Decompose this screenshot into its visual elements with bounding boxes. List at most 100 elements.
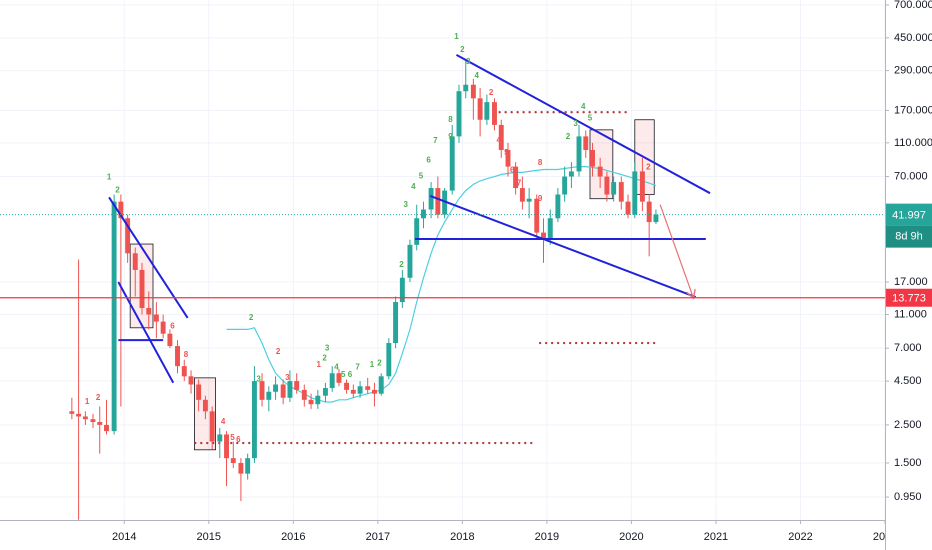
candle-body <box>344 382 350 390</box>
candle-body <box>547 218 553 240</box>
td-count: 3 <box>404 200 409 209</box>
candle-body <box>498 124 504 150</box>
td-count: 2 <box>377 359 382 368</box>
candle-body <box>442 190 448 215</box>
td-count: 4 <box>496 135 501 144</box>
y-tick-label: 170.000 <box>894 104 932 116</box>
candle-body <box>322 388 328 396</box>
td-count: 8 <box>184 350 189 359</box>
candle-body <box>449 136 455 191</box>
candle-body <box>266 391 272 400</box>
y-tick-label: 7.000 <box>894 342 922 354</box>
horizontal-line-label: 13.773 <box>892 293 926 305</box>
y-tick-label: 17.000 <box>894 276 928 288</box>
candle-body <box>618 182 624 202</box>
candle-body <box>280 384 286 398</box>
x-tick-label: 2018 <box>450 531 474 543</box>
candle-body <box>428 188 434 210</box>
td-count: 3 <box>256 375 261 384</box>
candle-body <box>653 214 659 223</box>
y-tick-label: 4.500 <box>894 375 922 387</box>
x-tick-label: 2021 <box>704 531 728 543</box>
td-count: 5 <box>230 433 235 442</box>
candle-body <box>414 218 420 245</box>
x-tick-label: 2014 <box>112 531 136 543</box>
candle-body <box>336 373 342 383</box>
td-count: 2 <box>96 393 101 402</box>
y-tick-label: 70.000 <box>894 170 928 182</box>
td-count: 5 <box>588 113 593 122</box>
candle-body <box>111 201 117 432</box>
td-count: 1 <box>454 32 459 41</box>
candle-body <box>378 376 384 394</box>
candle-body <box>209 411 215 442</box>
td-count: 6 <box>170 321 175 330</box>
candle-body <box>132 253 138 270</box>
td-count: 2 <box>276 347 281 356</box>
trend-line <box>455 54 711 195</box>
td-count: 3 <box>573 119 578 128</box>
candle-body <box>329 373 335 389</box>
td-count: 1 <box>370 360 375 369</box>
candle-body <box>97 421 103 425</box>
axes: 700.000 450.000 290.000 170.000 110.000 70.00… <box>112 0 932 543</box>
candle-body <box>365 386 371 390</box>
candle-body <box>526 198 532 202</box>
candle-body <box>463 84 469 92</box>
td-count: 2 <box>566 132 571 141</box>
candle-body <box>639 171 645 202</box>
last-price-label: 41.997 <box>892 210 926 222</box>
candle-body <box>251 381 257 459</box>
y-tick-label: 11.000 <box>894 308 927 320</box>
td-count: 2 <box>399 260 404 269</box>
y-tick-label: 2.500 <box>894 419 922 431</box>
x-tick-label: 2017 <box>366 531 390 543</box>
td-count: 3 <box>325 343 330 352</box>
candle-body <box>175 346 180 367</box>
countdown-box <box>886 225 932 248</box>
candle-body <box>139 269 145 309</box>
candle-body <box>181 366 187 377</box>
y-tick-label: 110.000 <box>894 137 932 149</box>
candle-body <box>287 381 293 398</box>
td-count: 6 <box>426 155 431 164</box>
y-tick-label: 450.000 <box>894 32 932 44</box>
td-count: 4 <box>221 417 226 426</box>
candle-body <box>371 389 377 394</box>
candle-body <box>160 321 166 334</box>
td-count: 6 <box>348 370 353 379</box>
td-count: 7 <box>517 178 522 187</box>
candle-body <box>188 376 194 385</box>
candle-body <box>76 413 82 417</box>
candle-body <box>519 188 525 202</box>
arrow <box>659 204 693 297</box>
td-count: 4 <box>475 71 480 80</box>
candle-body <box>541 232 546 240</box>
candle-body <box>245 458 251 474</box>
candle-body <box>456 91 462 137</box>
candle-body <box>273 384 279 392</box>
candle-body <box>386 343 392 377</box>
x-tick-label: 2019 <box>535 531 559 543</box>
candle-body <box>308 399 314 405</box>
td-count: 2 <box>489 88 494 97</box>
td-count: 8 <box>538 158 543 167</box>
candle-body <box>238 462 244 474</box>
price-label-box <box>886 288 932 307</box>
td-count: 1 <box>316 360 321 369</box>
candle-body <box>146 308 152 315</box>
candle-body <box>632 171 638 215</box>
candle-body <box>90 419 96 422</box>
td-count: 4 <box>581 102 586 111</box>
candle-body <box>230 458 236 463</box>
candle-body <box>646 201 652 223</box>
td-count: 3 <box>285 373 290 382</box>
y-tick-label: 0.950 <box>894 491 922 503</box>
candle-body <box>202 399 208 412</box>
td-count: 7 <box>355 363 360 372</box>
td-count: 8 <box>448 115 453 124</box>
candle-body <box>118 201 124 219</box>
candle-body <box>583 136 589 150</box>
td-count: 9 <box>448 132 453 141</box>
